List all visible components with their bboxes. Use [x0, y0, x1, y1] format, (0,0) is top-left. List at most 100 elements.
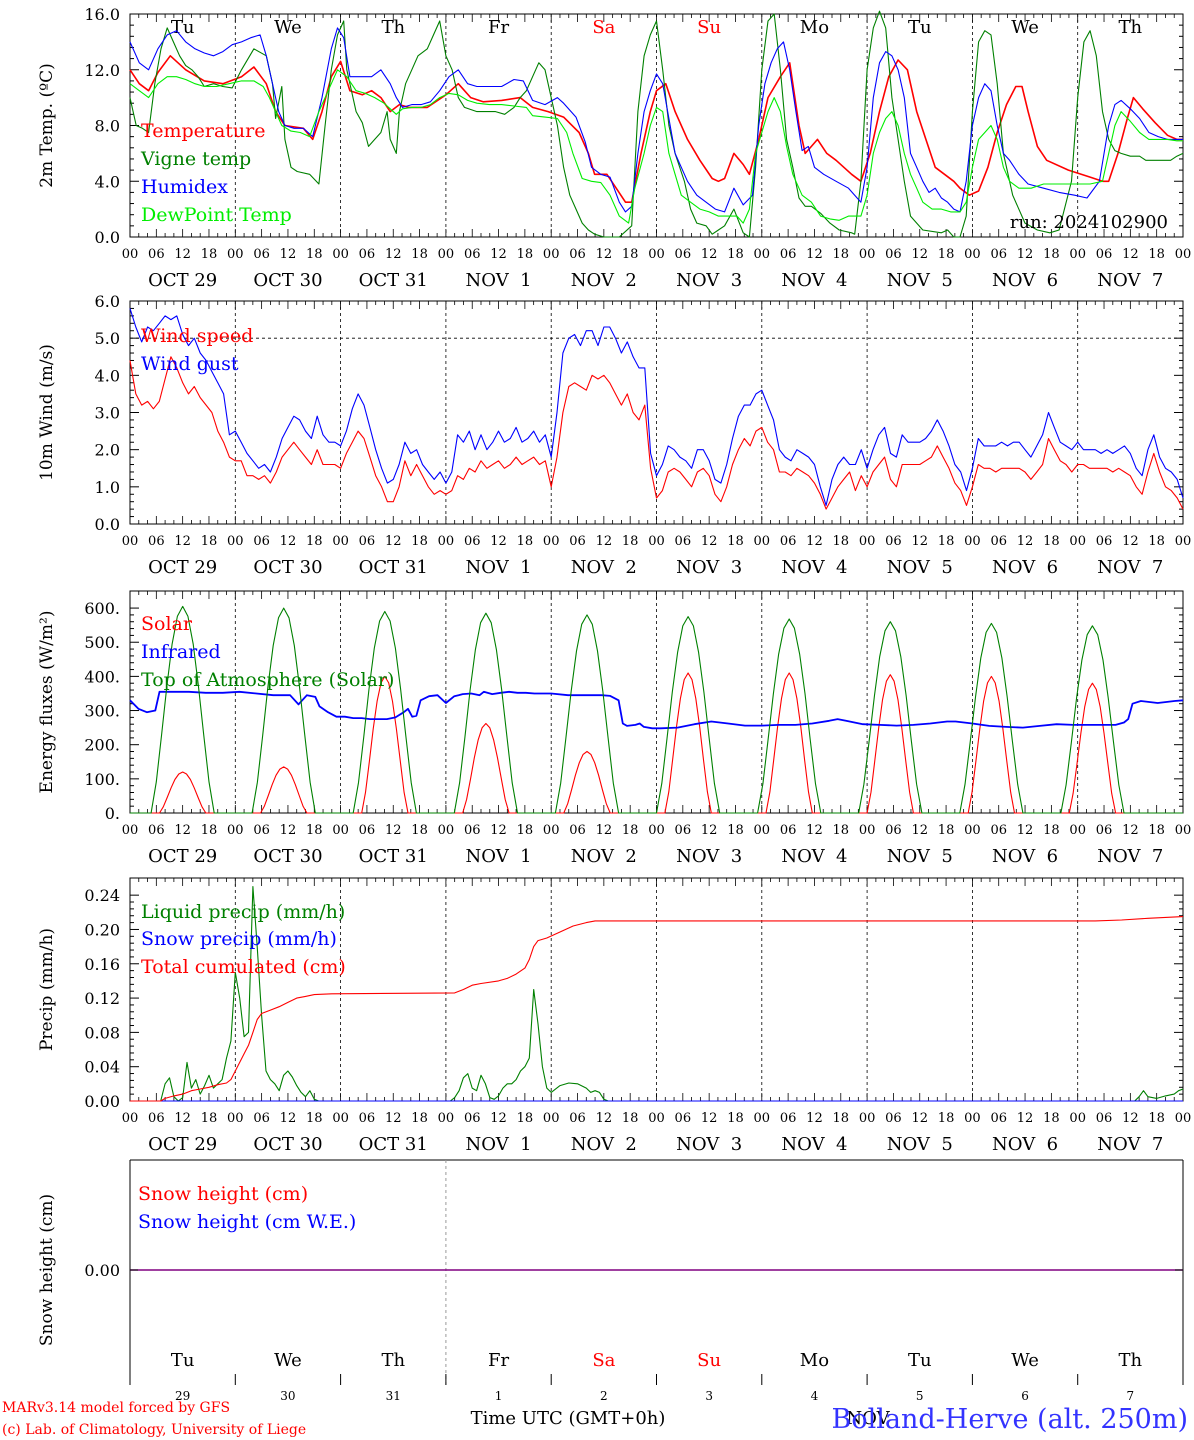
hour-tick-label: 00	[543, 247, 560, 262]
date-label: NOV 5	[887, 1134, 953, 1155]
hour-tick-label: 00	[543, 823, 560, 838]
panel-3: 0. 100. 200. 300. 400. 500. 600. Energy fluxes …	[37, 590, 1191, 867]
legend-entry: Snow height (cm)	[138, 1183, 308, 1205]
hour-tick-label: 06	[990, 1111, 1007, 1126]
hour-tick-label: 00	[1175, 247, 1192, 262]
legend-entry: Vigne temp	[140, 148, 251, 170]
hour-tick-label: 00	[1175, 534, 1192, 549]
hour-tick-label: 12	[490, 534, 507, 549]
hour-tick-label: 06	[780, 247, 797, 262]
hour-tick-label: 18	[1148, 1111, 1165, 1126]
hour-tick-label: 00	[964, 534, 981, 549]
legend-entry: DewPoint Temp	[141, 204, 292, 226]
panel-4: 0.00 0.04 0.08 0.12 0.16 0.20 0.24 Precip (mm/h…	[37, 877, 1192, 1155]
panel-5: 0.00 Snow height (cm) Snow height (cm) Snow…	[37, 1159, 1184, 1403]
weekday-label: We	[274, 1350, 302, 1371]
weekday-label: Su	[697, 1350, 721, 1371]
hour-tick-label: 18	[938, 534, 955, 549]
hour-tick-label: 06	[1096, 247, 1113, 262]
hour-tick-label: 12	[280, 1111, 297, 1126]
y-tick-label: 0.0	[95, 515, 120, 534]
date-label: OCT 31	[359, 846, 428, 867]
hour-tick-label: 06	[359, 534, 376, 549]
date-label: NOV 7	[1097, 270, 1163, 291]
hour-tick-label: 18	[306, 247, 323, 262]
hour-tick-label: 12	[1122, 823, 1139, 838]
hour-tick-label: 12	[1017, 1111, 1034, 1126]
hour-tick-label: 12	[280, 534, 297, 549]
weekday-label: Th	[1119, 17, 1143, 38]
legend-entry: Snow precip (mm/h)	[141, 928, 337, 950]
hour-tick-label: 18	[411, 1111, 428, 1126]
hour-tick-label: 12	[596, 534, 613, 549]
hour-tick-label: 12	[701, 823, 718, 838]
y-axis-label: Precip (mm/h)	[37, 928, 57, 1051]
hour-tick-label: 12	[806, 1111, 823, 1126]
date-label: NOV 2	[571, 1134, 637, 1155]
hour-tick-label: 12	[1122, 247, 1139, 262]
hour-tick-label: 18	[833, 534, 850, 549]
y-tick-label: 500.	[84, 633, 120, 652]
series-line-4	[129, 69, 1183, 224]
y-tick-label: 3.0	[95, 404, 120, 423]
hour-tick-label: 18	[938, 247, 955, 262]
y-tick-label: 2.0	[95, 441, 120, 460]
hour-tick-label: 00	[438, 1111, 455, 1126]
hour-tick-label: 06	[780, 823, 797, 838]
y-tick-label: 100.	[84, 770, 120, 789]
date-label: NOV 2	[571, 270, 637, 291]
hour-tick-label: 00	[1175, 1111, 1192, 1126]
hour-tick-label: 00	[438, 534, 455, 549]
hour-tick-label: 12	[174, 1111, 191, 1126]
hour-tick-label: 18	[727, 247, 744, 262]
hour-tick-label: 00	[227, 247, 244, 262]
weekday-label: Tu	[171, 1350, 195, 1371]
y-tick-label: 4.0	[95, 172, 120, 191]
hour-tick-label: 00	[648, 534, 665, 549]
hour-tick-label: 06	[148, 534, 165, 549]
hour-tick-label: 06	[148, 247, 165, 262]
hour-tick-label: 06	[885, 823, 902, 838]
day-number-label: 1	[495, 1389, 503, 1403]
hour-tick-label: 18	[517, 247, 534, 262]
hour-tick-label: 12	[490, 823, 507, 838]
date-label: NOV 6	[992, 846, 1058, 867]
day-number-label: 6	[1021, 1389, 1029, 1403]
hour-tick-label: 00	[648, 247, 665, 262]
series-line-1	[129, 55, 1183, 203]
hour-tick-label: 06	[675, 247, 692, 262]
day-number-label: 4	[811, 1389, 819, 1403]
legend-entry: Temperature	[141, 120, 265, 142]
hour-tick-label: 00	[122, 1111, 139, 1126]
hour-tick-label: 00	[754, 534, 771, 549]
weekday-label: We	[274, 17, 302, 38]
hour-tick-label: 06	[148, 823, 165, 838]
hour-tick-label: 06	[569, 1111, 586, 1126]
hour-tick-label: 12	[1017, 247, 1034, 262]
hour-tick-label: 12	[1122, 534, 1139, 549]
date-label: NOV 1	[466, 1134, 532, 1155]
legend-entry: Solar	[141, 613, 193, 635]
hour-tick-label: 00	[1069, 1111, 1086, 1126]
hour-tick-label: 12	[174, 823, 191, 838]
hour-tick-label: 12	[385, 823, 402, 838]
y-tick-label: 16.0	[84, 5, 120, 24]
hour-tick-label: 18	[201, 823, 218, 838]
y-tick-label: 4.0	[95, 366, 120, 385]
weekday-label: Tu	[171, 17, 195, 38]
weekday-label: Tu	[908, 17, 932, 38]
legend-entry: Wind gust	[141, 353, 239, 375]
hour-tick-label: 06	[253, 534, 270, 549]
date-label: OCT 29	[148, 557, 217, 578]
hour-tick-label: 00	[859, 247, 876, 262]
y-tick-label: 0.20	[84, 920, 120, 939]
hour-tick-label: 06	[675, 823, 692, 838]
hour-tick-label: 06	[780, 534, 797, 549]
hour-tick-label: 00	[122, 823, 139, 838]
time-axis-label: Time UTC (GMT+0h)	[471, 1408, 666, 1429]
hour-tick-label: 18	[201, 247, 218, 262]
hour-tick-label: 18	[1043, 247, 1060, 262]
hour-tick-label: 18	[411, 823, 428, 838]
weekday-label: Fr	[488, 1350, 509, 1371]
